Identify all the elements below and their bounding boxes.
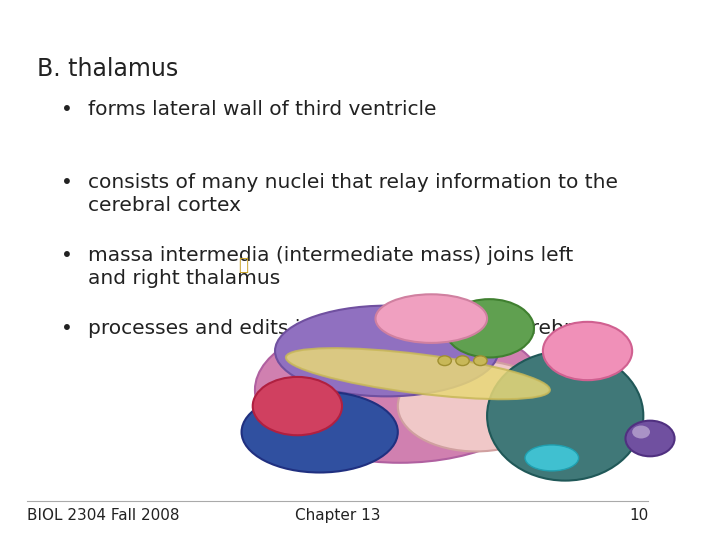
- Ellipse shape: [242, 392, 397, 472]
- Text: •: •: [60, 100, 73, 119]
- Ellipse shape: [376, 294, 487, 343]
- Text: forms lateral wall of third ventricle: forms lateral wall of third ventricle: [88, 100, 436, 119]
- Ellipse shape: [275, 306, 498, 396]
- Circle shape: [438, 356, 451, 366]
- Text: •: •: [60, 319, 73, 338]
- Text: massa intermedia (intermediate mass) joins left
and right thalamus: massa intermedia (intermediate mass) joi…: [88, 246, 573, 288]
- Circle shape: [632, 426, 650, 438]
- Text: B. thalamus: B. thalamus: [37, 57, 179, 80]
- Text: consists of many nuclei that relay information to the
cerebral cortex: consists of many nuclei that relay infor…: [88, 173, 618, 215]
- Circle shape: [474, 356, 487, 366]
- Ellipse shape: [286, 348, 550, 399]
- Text: 🔊: 🔊: [238, 255, 248, 274]
- Text: Chapter 13: Chapter 13: [295, 508, 380, 523]
- Ellipse shape: [397, 361, 554, 451]
- Text: •: •: [60, 246, 73, 265]
- Ellipse shape: [445, 299, 534, 357]
- Ellipse shape: [487, 351, 644, 481]
- Circle shape: [626, 421, 675, 456]
- Text: processes and edits information going to cerebrum: processes and edits information going to…: [88, 319, 605, 338]
- Ellipse shape: [255, 317, 545, 463]
- Ellipse shape: [543, 322, 632, 380]
- Text: •: •: [60, 173, 73, 192]
- Text: BIOL 2304 Fall 2008: BIOL 2304 Fall 2008: [27, 508, 179, 523]
- Ellipse shape: [525, 445, 579, 471]
- Circle shape: [456, 356, 469, 366]
- Ellipse shape: [253, 377, 342, 435]
- Text: 10: 10: [629, 508, 649, 523]
